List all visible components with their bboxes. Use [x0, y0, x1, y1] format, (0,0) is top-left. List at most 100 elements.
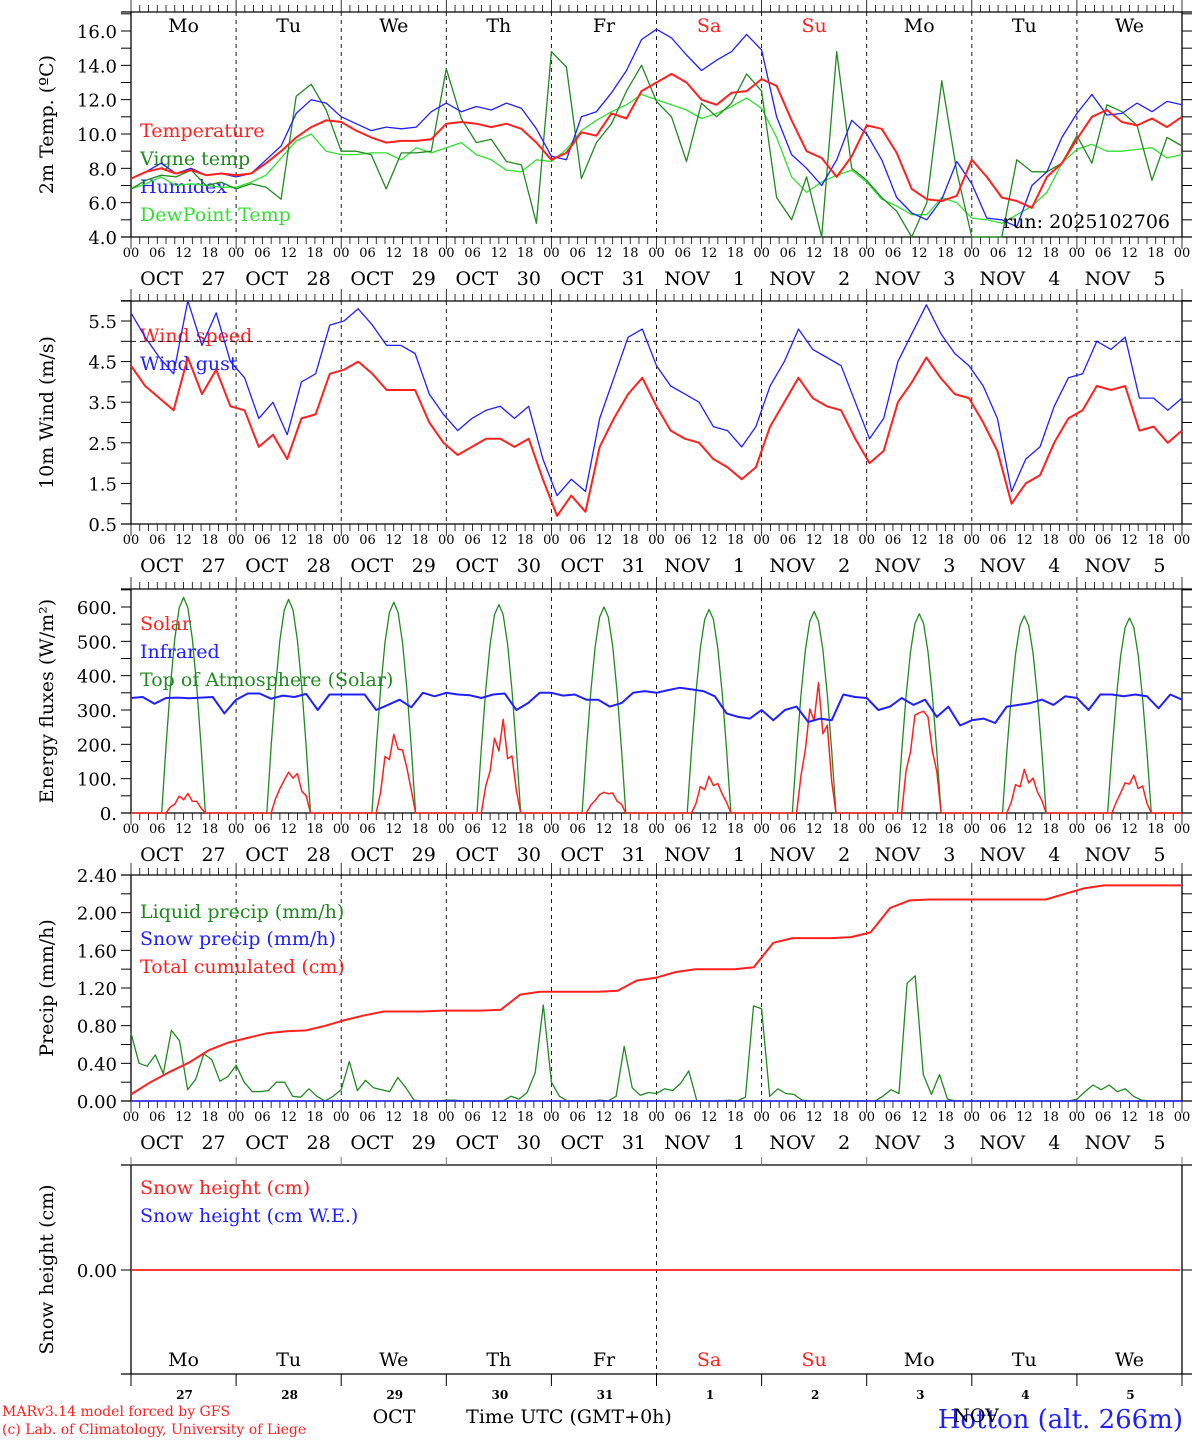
weekday-label-bottom: Sa: [697, 1349, 721, 1371]
hour-tick-label: 00: [228, 1110, 245, 1125]
month-label-nov: NOV: [953, 1405, 999, 1427]
date-day-label: 1: [733, 844, 745, 866]
day-number-label: 1: [706, 1388, 714, 1402]
hour-tick-label: 00: [648, 246, 665, 261]
hour-tick-label: 06: [569, 822, 586, 837]
run-label: run: 2025102706: [1003, 211, 1170, 233]
date-month-label: OCT: [245, 844, 288, 866]
hour-tick-label: 18: [622, 1110, 639, 1125]
date-month-label: NOV: [874, 844, 920, 866]
hour-tick-label: 06: [675, 533, 692, 548]
hour-tick-label: 12: [385, 533, 402, 548]
hour-tick-label: 00: [753, 822, 770, 837]
hour-tick-label: 06: [675, 822, 692, 837]
hour-tick-label: 06: [254, 822, 271, 837]
hour-tick-label: 12: [911, 1110, 928, 1125]
hour-tick-label: 12: [806, 533, 823, 548]
hour-tick-label: 06: [569, 246, 586, 261]
date-day-label: 29: [412, 555, 436, 577]
hour-tick-label: 06: [780, 822, 797, 837]
hour-tick-label: 06: [149, 822, 166, 837]
hour-tick-label: 06: [569, 533, 586, 548]
series-vigne-temp: [130, 50, 1183, 238]
hour-tick-label: 12: [911, 246, 928, 261]
hour-tick-label: 12: [280, 246, 297, 261]
hour-tick-label: 00: [964, 533, 981, 548]
hour-tick-label: 06: [990, 1110, 1007, 1125]
y-tick-label: 0.: [100, 804, 117, 825]
y-tick-label: 0.00: [77, 1261, 117, 1282]
weekday-label-bottom: Th: [486, 1349, 511, 1371]
hour-tick-label: 12: [175, 246, 192, 261]
y-tick-label: 4.0: [88, 228, 117, 249]
panel-1: [121, 0, 1192, 249]
y-tick-label: 400.: [77, 667, 117, 688]
hour-tick-label: 18: [517, 822, 534, 837]
weekday-label: Fr: [593, 15, 616, 37]
hour-tick-label: 06: [675, 246, 692, 261]
y-tick-label: 0.5: [88, 515, 117, 536]
hour-tick-label: 12: [1016, 246, 1033, 261]
weekday-label: We: [1115, 15, 1144, 37]
series-infrared: [130, 686, 1183, 727]
legend-liquid-precip-mm-h-: Liquid precip (mm/h): [140, 901, 344, 923]
hour-tick-label: 00: [438, 1110, 455, 1125]
hour-tick-label: 00: [753, 246, 770, 261]
date-day-label: 27: [201, 555, 225, 577]
date-day-label: 30: [517, 844, 541, 866]
hour-tick-label: 12: [280, 1110, 297, 1125]
legend-dewpoint-temp: DewPoint Temp: [140, 204, 291, 226]
hour-tick-label: 00: [1069, 246, 1086, 261]
hour-tick-label: 06: [464, 822, 481, 837]
series-wind-gust: [130, 300, 1183, 497]
weekday-label-bottom: We: [1115, 1349, 1144, 1371]
hour-tick-label: 18: [622, 246, 639, 261]
hour-tick-label: 00: [228, 246, 245, 261]
date-day-label: 30: [517, 268, 541, 290]
hour-tick-label: 18: [937, 822, 954, 837]
hour-tick-label: 12: [596, 822, 613, 837]
series-wind-speed: [130, 356, 1183, 517]
date-day-label: 31: [622, 268, 646, 290]
hour-tick-label: 18: [937, 533, 954, 548]
hour-tick-label: 06: [990, 246, 1007, 261]
legend-total-cumulated-cm-: Total cumulated (cm): [140, 956, 345, 978]
date-day-label: 29: [412, 268, 436, 290]
y-tick-label: 1.60: [77, 941, 117, 962]
y-tick-label: 0.00: [77, 1092, 117, 1113]
date-day-label: 28: [307, 555, 331, 577]
day-number-label: 31: [597, 1388, 614, 1402]
hour-tick-label: 18: [832, 246, 849, 261]
hour-tick-label: 18: [517, 533, 534, 548]
hour-tick-label: 12: [1016, 822, 1033, 837]
hour-tick-label: 18: [832, 533, 849, 548]
hour-tick-label: 18: [832, 822, 849, 837]
hour-tick-label: 06: [780, 533, 797, 548]
date-month-label: OCT: [350, 844, 393, 866]
hour-tick-label: 12: [385, 246, 402, 261]
hour-tick-label: 00: [123, 822, 140, 837]
hour-tick-label: 06: [990, 533, 1007, 548]
y-tick-label: 0.40: [77, 1054, 117, 1075]
day-number-label: 27: [176, 1388, 193, 1402]
hour-tick-label: 12: [1121, 1110, 1138, 1125]
date-day-label: 4: [1048, 844, 1060, 866]
y-axis-title: Energy fluxes (W/m²): [36, 599, 58, 803]
y-tick-label: 5.5: [88, 312, 117, 333]
hour-tick-label: 18: [937, 246, 954, 261]
series-solar: [131, 682, 1182, 814]
hour-tick-label: 18: [727, 1110, 744, 1125]
series-total-cumulated: [130, 884, 1182, 1096]
hour-tick-label: 06: [254, 1110, 271, 1125]
y-tick-label: 0.80: [77, 1017, 117, 1038]
y-tick-label: 2.5: [88, 434, 117, 455]
hour-tick-label: 18: [307, 246, 324, 261]
hour-tick-label: 18: [307, 822, 324, 837]
day-number-label: 2: [811, 1388, 819, 1402]
date-day-label: 30: [517, 555, 541, 577]
hour-tick-label: 12: [175, 1110, 192, 1125]
date-day-label: 2: [838, 844, 850, 866]
hour-tick-label: 06: [254, 246, 271, 261]
hour-tick-label: 18: [1042, 1110, 1059, 1125]
